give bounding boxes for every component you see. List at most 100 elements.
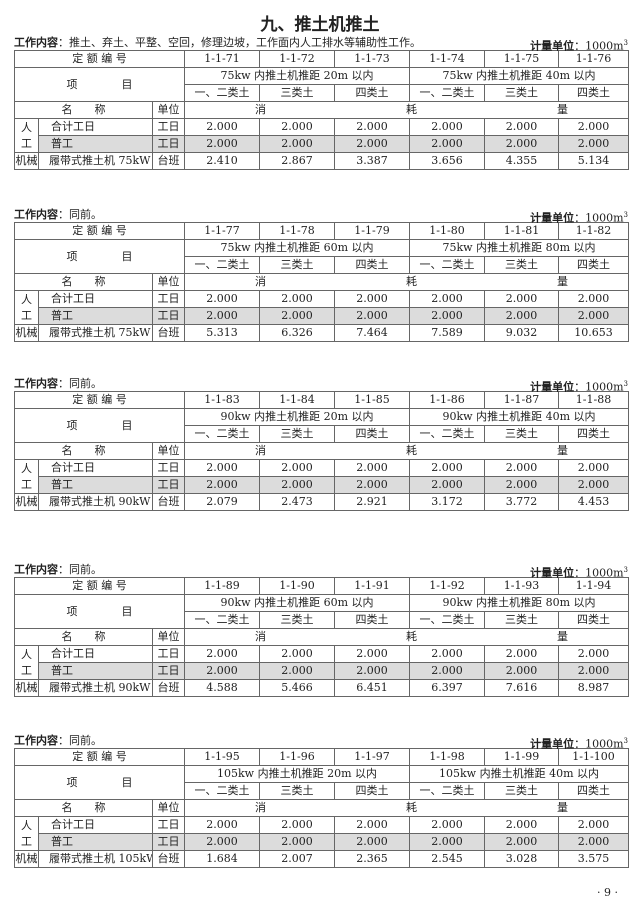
row-unit: 工日 bbox=[152, 816, 185, 834]
soil-type: 三类土 bbox=[259, 84, 335, 102]
code-row: 定 额 编 号 1-1-95 1-1-96 1-1-97 1-1-98 1-1-99 1-1… bbox=[14, 748, 629, 766]
labor-total-row: 人工 合计工日 工日 2.000 2.000 2.000 2.000 2.000 2.000 bbox=[14, 118, 629, 153]
value-cell: 2.000 bbox=[484, 833, 559, 851]
quota-code: 1-1-89 bbox=[184, 577, 260, 595]
soil-type: 一、二类土 bbox=[184, 425, 260, 443]
machine-name: 履带式推土机 75kW bbox=[38, 152, 153, 170]
quota-table: 定 额 编 号 1-1-83 1-1-84 1-1-85 1-1-86 1-1-87 1-1… bbox=[14, 391, 629, 511]
value-cell: 2.000 bbox=[184, 307, 260, 325]
quota-code: 1-1-79 bbox=[334, 222, 410, 240]
value-cell: 3.656 bbox=[409, 152, 485, 170]
consumption-char: 耗 bbox=[406, 630, 417, 643]
row-name: 合计工日 bbox=[38, 459, 153, 477]
soil-type: 四类土 bbox=[334, 84, 410, 102]
group-row: 项 目 105kw 内推土机推距 20m 以内 105kw 内推土机推距 40m 以… bbox=[14, 765, 629, 800]
item-group: 75kw 内推土机推距 40m 以内 bbox=[409, 67, 629, 85]
value-cell: 2.000 bbox=[558, 816, 629, 834]
quota-block: 工作内容：同前。 计量单位：1000m3 定 额 编 号 1-1-95 1-1-96 1-… bbox=[14, 734, 629, 868]
value-cell: 2.000 bbox=[558, 833, 629, 851]
consumption-header-row: 名 称单位 消 耗 量 bbox=[14, 799, 629, 817]
value-cell: 2.473 bbox=[259, 493, 335, 511]
name-label: 名 称 bbox=[14, 273, 153, 291]
consumption-label: 消耗量 bbox=[184, 101, 629, 119]
quota-block: 工作内容：同前。 计量单位：1000m3 定 额 编 号 1-1-83 1-1-84 1-… bbox=[14, 377, 629, 511]
value-cell: 2.000 bbox=[334, 476, 410, 494]
value-cell: 3.772 bbox=[484, 493, 559, 511]
code-label: 定 额 编 号 bbox=[14, 391, 185, 409]
machine-row: 机械 履带式推土机 75kW 台班 2.410 2.867 3.387 3.656 4.355… bbox=[14, 152, 629, 170]
machine-group-label: 机械 bbox=[14, 324, 39, 342]
row-unit: 工日 bbox=[152, 307, 185, 325]
code-label: 定 额 编 号 bbox=[14, 50, 185, 68]
value-cell: 2.000 bbox=[184, 816, 260, 834]
soil-type: 一、二类土 bbox=[184, 84, 260, 102]
consumption-char: 消 bbox=[255, 103, 266, 116]
measure-unit: 计量单位：1000m3 bbox=[530, 563, 628, 581]
soil-type: 一、二类土 bbox=[409, 611, 485, 629]
quota-code: 1-1-74 bbox=[409, 50, 485, 68]
soil-type: 四类土 bbox=[334, 425, 410, 443]
row-unit: 工日 bbox=[152, 833, 185, 851]
code-row: 定 额 编 号 1-1-71 1-1-72 1-1-73 1-1-74 1-1-75 1-1… bbox=[14, 50, 629, 68]
quota-code: 1-1-83 bbox=[184, 391, 260, 409]
value-cell: 2.007 bbox=[259, 850, 335, 868]
soil-type: 四类土 bbox=[334, 782, 410, 800]
value-cell: 2.000 bbox=[558, 135, 629, 153]
soil-type: 四类土 bbox=[334, 256, 410, 274]
row-name: 普工 bbox=[38, 135, 153, 153]
machine-group-label: 机械 bbox=[14, 850, 39, 868]
row-unit: 台班 bbox=[152, 679, 185, 697]
value-cell: 2.000 bbox=[334, 459, 410, 477]
quota-table: 定 额 编 号 1-1-77 1-1-78 1-1-79 1-1-80 1-1-81 1-1… bbox=[14, 222, 629, 342]
name-label: 名 称 bbox=[14, 442, 153, 460]
group-row: 项 目 75kw 内推土机推距 20m 以内 75kw 内推土机推距 40m 以内 bbox=[14, 67, 629, 102]
measure-unit: 计量单位：1000m3 bbox=[530, 36, 628, 54]
value-cell: 2.000 bbox=[184, 833, 260, 851]
row-unit: 工日 bbox=[152, 645, 185, 663]
work-content-text: ：同前。 bbox=[58, 208, 102, 221]
value-cell: 2.000 bbox=[259, 645, 335, 663]
soil-type: 四类土 bbox=[334, 611, 410, 629]
quota-code: 1-1-92 bbox=[409, 577, 485, 595]
consumption-char: 消 bbox=[255, 444, 266, 457]
row-name: 普工 bbox=[38, 476, 153, 494]
row-name: 合计工日 bbox=[38, 645, 153, 663]
row-unit: 工日 bbox=[152, 290, 185, 308]
soil-type: 四类土 bbox=[558, 425, 629, 443]
measure-unit-sup: 3 bbox=[623, 566, 628, 574]
unit-col-label: 单位 bbox=[152, 101, 185, 119]
labor-total-row: 人工 合计工日 工日 2.000 2.000 2.000 2.000 2.000 2.000 bbox=[14, 290, 629, 325]
value-cell: 2.000 bbox=[259, 135, 335, 153]
quota-code: 1-1-77 bbox=[184, 222, 260, 240]
value-cell: 2.000 bbox=[409, 833, 485, 851]
labor-group-label: 人工 bbox=[14, 459, 39, 494]
value-cell: 2.921 bbox=[334, 493, 410, 511]
unit-col-label: 单位 bbox=[152, 442, 185, 460]
quota-code: 1-1-72 bbox=[259, 50, 335, 68]
measure-unit: 计量单位：1000m3 bbox=[530, 734, 628, 752]
value-cell: 2.000 bbox=[558, 459, 629, 477]
row-unit: 工日 bbox=[152, 459, 185, 477]
value-cell: 2.000 bbox=[334, 662, 410, 680]
consumption-char: 量 bbox=[557, 630, 568, 643]
work-content-text: ：同前。 bbox=[58, 563, 102, 576]
value-cell: 2.000 bbox=[184, 459, 260, 477]
value-cell: 2.000 bbox=[409, 476, 485, 494]
quota-code: 1-1-71 bbox=[184, 50, 260, 68]
value-cell: 7.464 bbox=[334, 324, 410, 342]
value-cell: 2.000 bbox=[484, 662, 559, 680]
code-label: 定 额 编 号 bbox=[14, 577, 185, 595]
soil-type: 四类土 bbox=[558, 256, 629, 274]
row-unit: 工日 bbox=[152, 476, 185, 494]
unit-col-label: 单位 bbox=[152, 273, 185, 291]
consumption-char: 耗 bbox=[406, 444, 417, 457]
quota-code: 1-1-86 bbox=[409, 391, 485, 409]
quota-code: 1-1-100 bbox=[558, 748, 629, 766]
labor-group-label: 人工 bbox=[14, 645, 39, 680]
work-content: 工作内容：同前。 bbox=[14, 734, 102, 748]
value-cell: 6.397 bbox=[409, 679, 485, 697]
labor-total-row: 人工 合计工日 工日 2.000 2.000 2.000 2.000 2.000 2.000 bbox=[14, 816, 629, 851]
consumption-char: 耗 bbox=[406, 801, 417, 814]
group-row: 项 目 90kw 内推土机推距 60m 以内 90kw 内推土机推距 80m 以内 bbox=[14, 594, 629, 629]
value-cell: 2.000 bbox=[259, 816, 335, 834]
